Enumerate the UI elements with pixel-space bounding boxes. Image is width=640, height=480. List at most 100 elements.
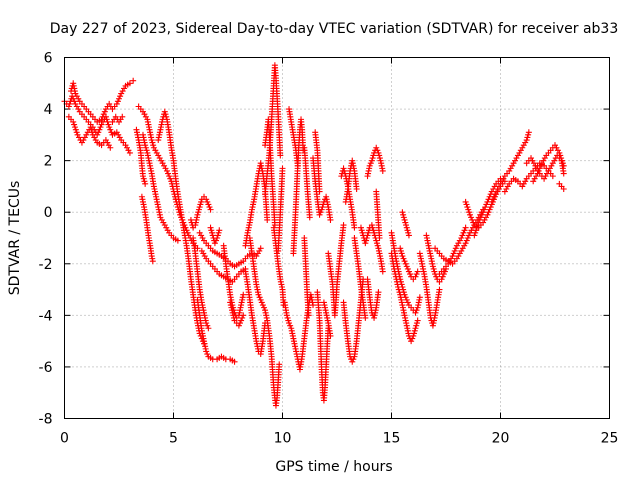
- data-point: [414, 317, 421, 324]
- data-point: [198, 198, 205, 205]
- data-point: [195, 206, 202, 213]
- data-point: [215, 229, 222, 236]
- data-point: [487, 204, 494, 211]
- data-point: [116, 95, 122, 102]
- data-point: [240, 291, 247, 298]
- data-point: [488, 198, 495, 205]
- data-point: [411, 330, 418, 337]
- data-point: [464, 204, 471, 211]
- data-point: [65, 103, 72, 110]
- data-point: [525, 131, 532, 138]
- data-point: [227, 299, 234, 306]
- data-point: [187, 216, 194, 223]
- y-axis-label: SDTVAR / TECUs: [7, 181, 23, 296]
- data-point: [214, 232, 221, 239]
- data-point: [536, 165, 543, 172]
- data-point: [107, 144, 114, 151]
- y-axis-ticks: -8 -6 -4 -2 0 2 4 6: [39, 51, 610, 428]
- x-axis-ticks: 0 5 10 15 20 25: [60, 57, 618, 447]
- data-point: [353, 186, 360, 193]
- data-point: [230, 314, 237, 321]
- data-point: [294, 162, 301, 169]
- data-point: [87, 124, 94, 131]
- data-point: [405, 232, 412, 239]
- data-point: [559, 160, 566, 167]
- data-point: [97, 124, 104, 131]
- data-point: [534, 170, 541, 177]
- data-point: [71, 121, 78, 128]
- data-point: [472, 229, 479, 236]
- data-point: [404, 299, 411, 306]
- data-point: [431, 268, 438, 275]
- data-point: [88, 126, 95, 133]
- data-point: [362, 314, 369, 321]
- data-point: [89, 129, 96, 136]
- data-point: [149, 139, 156, 146]
- y-tick-label: -2: [39, 257, 53, 273]
- data-point: [379, 268, 386, 275]
- data-point: [211, 240, 218, 247]
- data-point: [558, 157, 565, 164]
- data-point: [429, 263, 436, 270]
- data-point: [140, 175, 147, 182]
- data-point: [486, 206, 493, 213]
- data-point: [139, 173, 146, 180]
- data-point: [473, 227, 480, 234]
- data-point: [327, 332, 334, 339]
- data-point: [70, 95, 77, 102]
- data-point: [264, 216, 271, 223]
- data-point: [413, 320, 420, 327]
- data-point: [71, 98, 78, 105]
- data-point: [70, 118, 77, 125]
- x-tick-label: 15: [383, 431, 401, 447]
- data-point: [485, 209, 492, 216]
- data-point: [370, 152, 377, 159]
- data-point: [359, 229, 366, 236]
- data-point: [403, 296, 410, 303]
- data-point: [229, 307, 236, 314]
- data-point: [525, 129, 532, 136]
- data-point: [231, 358, 238, 365]
- data-point: [464, 235, 471, 241]
- x-tick-label: 0: [60, 431, 69, 447]
- data-point: [161, 108, 168, 115]
- data-point: [258, 299, 265, 306]
- data-point: [285, 317, 292, 324]
- data-point: [66, 100, 73, 107]
- data-point: [404, 265, 411, 272]
- data-point: [471, 232, 478, 239]
- data-point: [396, 289, 403, 296]
- data-point: [209, 229, 216, 236]
- data-point: [375, 289, 382, 296]
- data-point: [276, 361, 283, 368]
- data-point: [439, 273, 446, 280]
- data-point: [279, 165, 286, 172]
- data-point: [174, 237, 181, 244]
- data-point: [195, 209, 202, 216]
- data-point: [458, 235, 465, 241]
- data-point: [484, 211, 491, 218]
- data-point: [483, 201, 490, 208]
- data-point: [375, 149, 382, 156]
- data-point: [403, 263, 410, 270]
- data-point: [114, 98, 121, 105]
- data-point: [205, 201, 212, 208]
- data-point: [463, 237, 470, 244]
- data-point: [101, 108, 108, 115]
- data-point: [408, 338, 415, 345]
- x-tick-label: 5: [169, 431, 178, 447]
- data-point: [240, 312, 247, 319]
- data-point: [117, 93, 124, 100]
- data-point: [450, 250, 457, 257]
- x-axis-label: GPS time / hours: [275, 459, 392, 475]
- data-point: [535, 167, 542, 174]
- data-point: [208, 227, 215, 234]
- data-point: [316, 188, 323, 195]
- data-point: [363, 235, 370, 241]
- data-point: [459, 232, 466, 239]
- x-tick-label: 20: [492, 431, 510, 447]
- data-point: [142, 180, 149, 187]
- data-point: [412, 273, 419, 280]
- data-point: [141, 178, 148, 185]
